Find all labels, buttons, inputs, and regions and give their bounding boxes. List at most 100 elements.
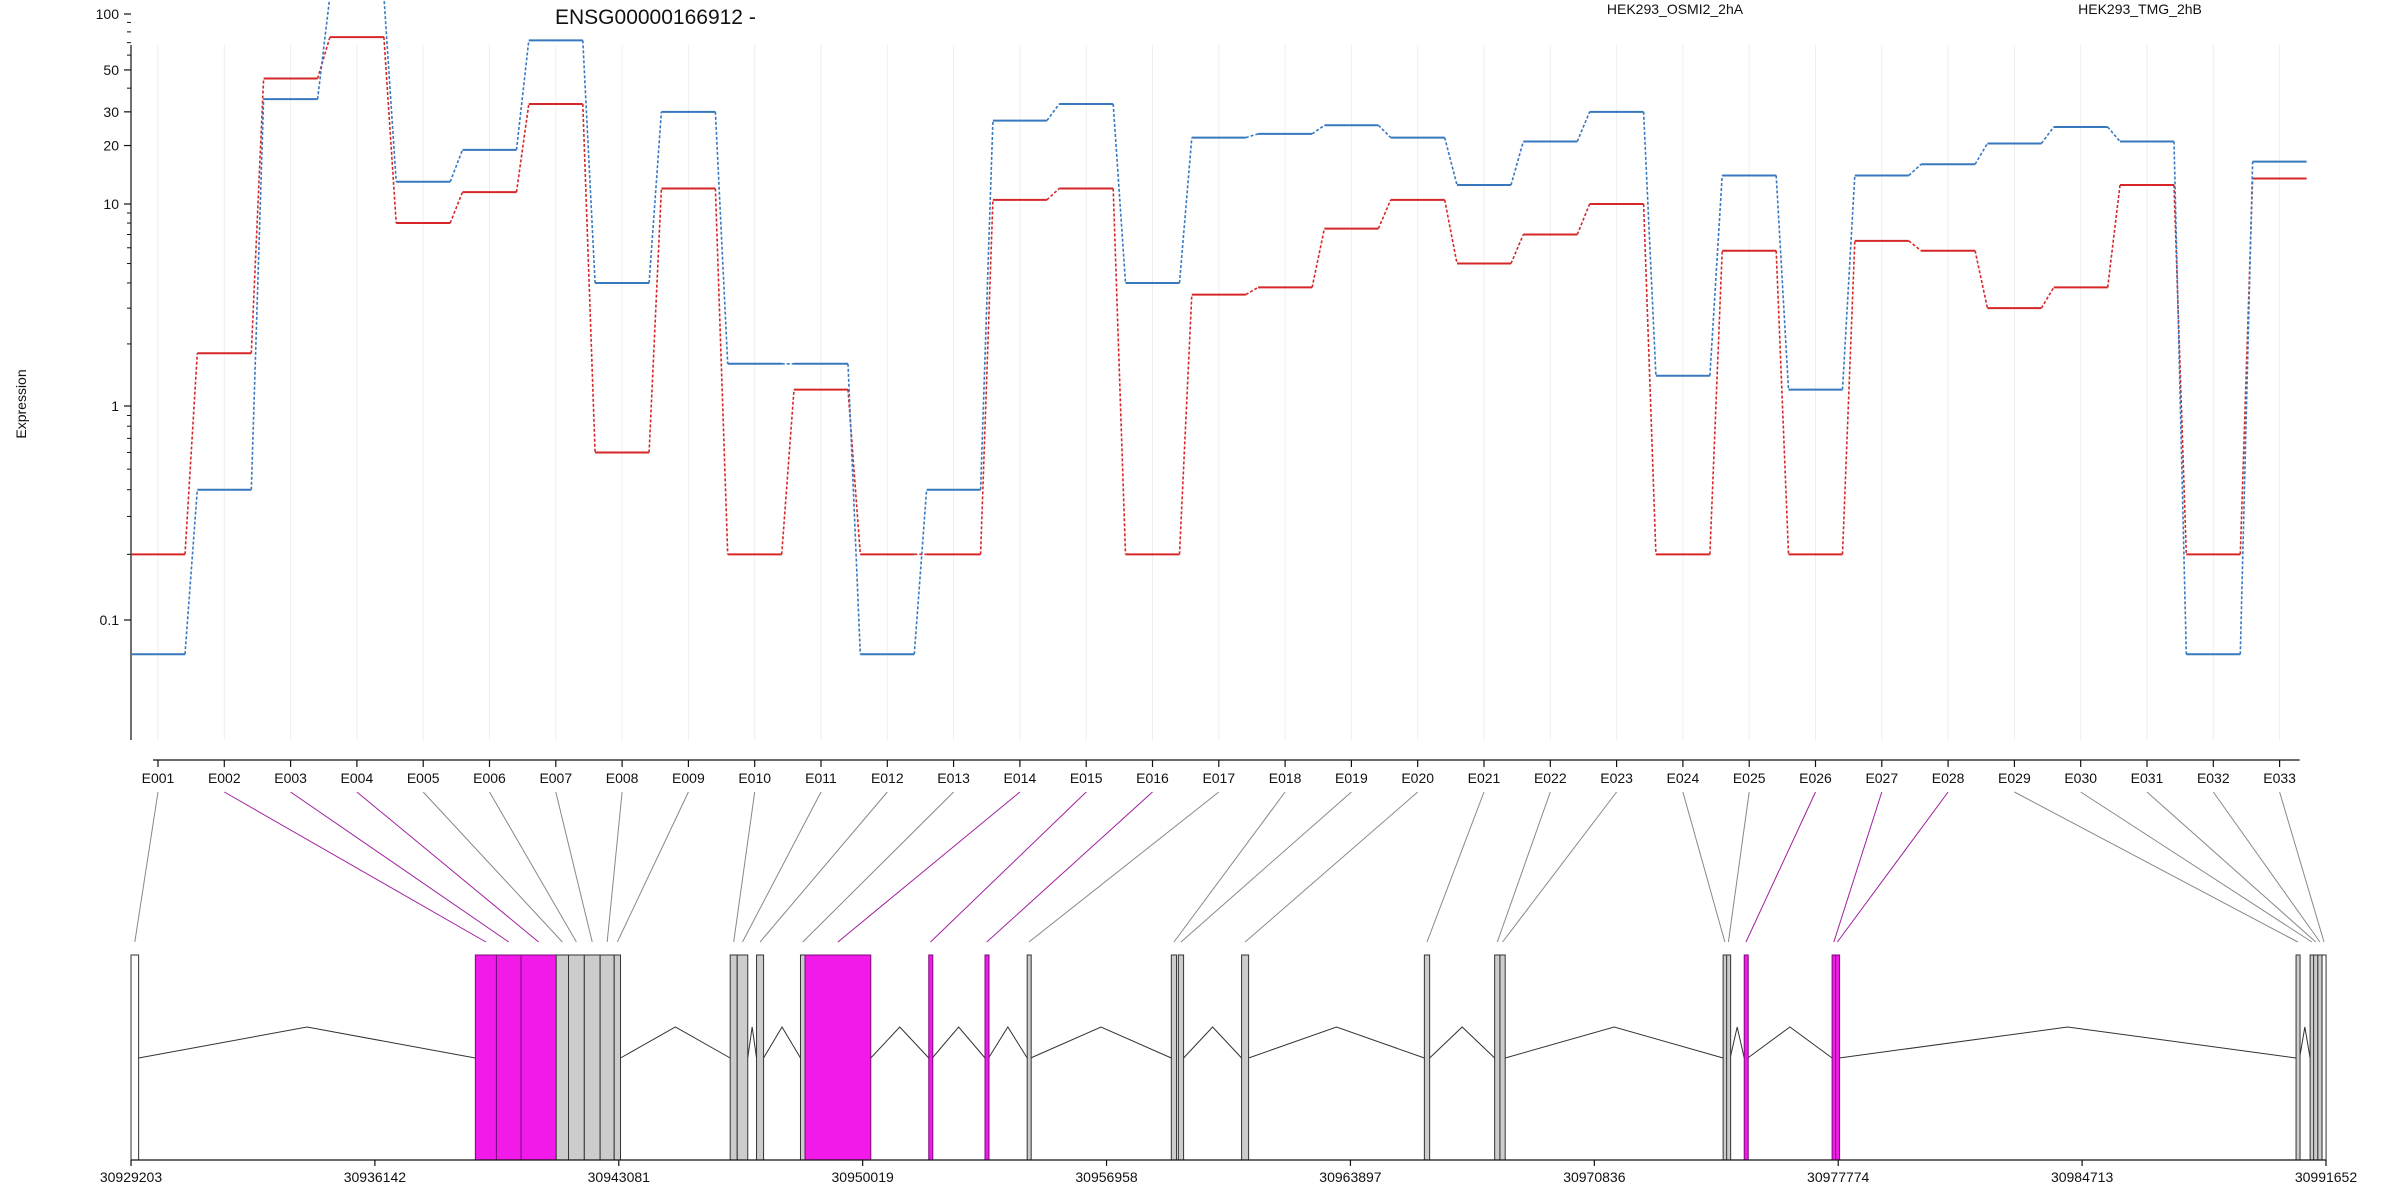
x-tick-label: E023 [1600,770,1633,786]
series-2-transition [648,111,663,284]
series-1-transition [1841,240,1856,555]
exon-connector [1727,791,1750,943]
series-2-transition [316,0,331,100]
series-2-transition [714,111,729,364]
series-1-transition [1642,203,1657,555]
x-tick-label: E025 [1733,770,1766,786]
legend-entry-tmg: HEK293_TMG_2hB [2078,1,2202,17]
series-1-transition [582,103,596,453]
y-tick-label: 0.1 [100,612,120,628]
y-axis-label: Expression [13,369,29,438]
exon-block [2295,954,2301,1161]
intron-line [931,1026,986,1059]
y-tick-label: 1 [111,398,119,414]
exon-connector [2279,791,2325,943]
x-tick-label: E003 [274,770,307,786]
x-tick-label: E014 [1004,770,1037,786]
series-2-transition [1245,133,1259,139]
x-tick-label: E004 [341,770,374,786]
exon-connector [616,791,689,943]
series-1-transition [1775,250,1790,555]
intron-line [747,1026,758,1059]
series-1-transition [714,188,729,555]
x-tick-label: E020 [1401,770,1434,786]
genomic-tick-label: 30970836 [1563,1169,1626,1185]
intron-line [1505,1026,1724,1059]
intron-line [138,1026,476,1059]
series-lines [131,0,2307,656]
series-2-transition [913,489,928,655]
exon-block [555,954,569,1161]
series-2-transition [1046,103,1060,122]
genomic-tick-label: 30950019 [832,1169,895,1185]
series-1-transition [1245,286,1259,296]
intron-line [1030,1026,1172,1059]
exon-block [2313,954,2319,1161]
exon-connector [1244,791,1419,943]
exon-connector [1745,791,1816,943]
exon-connector [1028,791,1220,943]
exon-block [736,954,749,1161]
exon-connector [489,791,577,943]
y-tick-label: 30 [103,104,119,120]
exon-connector [356,791,539,943]
exon-connector [802,791,954,943]
exon-connector [290,791,510,943]
exon-connector [1426,791,1485,943]
exon-connector [224,791,487,943]
series-2-transition [1178,137,1193,284]
series-1-transition [648,188,663,453]
x-tick-label: E012 [871,770,904,786]
x-tick-label: E010 [738,770,771,786]
intron-line [1729,1026,1745,1059]
series-1-transition [847,389,862,555]
x-tick-label: E030 [2064,770,2097,786]
exon-connector [2212,791,2321,943]
x-tick-label: E009 [672,770,705,786]
x-tick-label: E032 [2197,770,2230,786]
x-tick-label: E026 [1799,770,1832,786]
exon-block [1743,954,1749,1161]
series-1-transition [2040,287,2055,309]
exon-block [1241,954,1250,1161]
genomic-tick-label: 30991652 [2295,1169,2358,1185]
series-2-transition [847,363,862,655]
exon-block [799,954,806,1161]
genomic-tick-label: 30936142 [344,1169,407,1185]
series-1-transition [1908,240,1922,252]
exon-block [130,954,140,1161]
exon-connector [2146,791,2317,943]
genomic-tick-label: 30977774 [1807,1169,1870,1185]
x-tick-label: E017 [1202,770,1235,786]
series-2-transition [184,489,199,655]
exon-connector [1180,791,1352,943]
exon-block [1835,954,1841,1161]
exon-block [1726,954,1732,1161]
series-1-transition [383,37,397,224]
exon-connector [986,791,1153,943]
genomic-tick-label: 30943081 [588,1169,651,1185]
y-axis: 0.1 1 10 20 30 50 100 [96,6,132,740]
exon-connector [1833,791,1883,943]
y-tick-label: 10 [103,196,119,212]
exon-block [1177,954,1185,1161]
intron-line [1429,1026,1496,1059]
genomic-axis: 30929203 30936142 30943081 30950019 30956958… [100,1159,2358,1185]
intron-line [620,1026,731,1059]
genomic-tick-label: 30963897 [1319,1169,1382,1185]
exon-connector [134,791,159,943]
series-1-transition [449,191,464,224]
x-tick-label: E031 [2131,770,2164,786]
gene-model [130,954,2327,1161]
intron-line [1183,1026,1242,1059]
intron-line [2299,1026,2311,1059]
series-2-transition [2239,161,2254,655]
x-tick-label: E011 [805,770,837,786]
exon-connector [606,791,623,943]
series-2-transition [250,99,265,490]
exon-connector [1502,791,1617,943]
exon-block [474,954,497,1161]
series-1-transition [316,36,331,79]
exon-block [1026,954,1032,1161]
series-1-transition [979,199,994,555]
